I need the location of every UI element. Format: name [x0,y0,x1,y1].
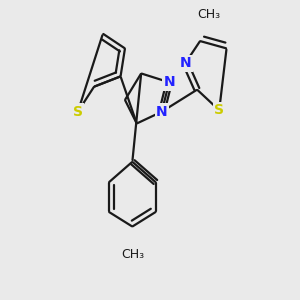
Text: S: S [73,105,83,119]
Text: CH₃: CH₃ [121,248,144,261]
Text: N: N [179,56,191,70]
Text: N: N [156,105,168,119]
Text: CH₃: CH₃ [197,8,220,21]
Text: S: S [214,103,224,117]
Text: N: N [163,75,175,89]
